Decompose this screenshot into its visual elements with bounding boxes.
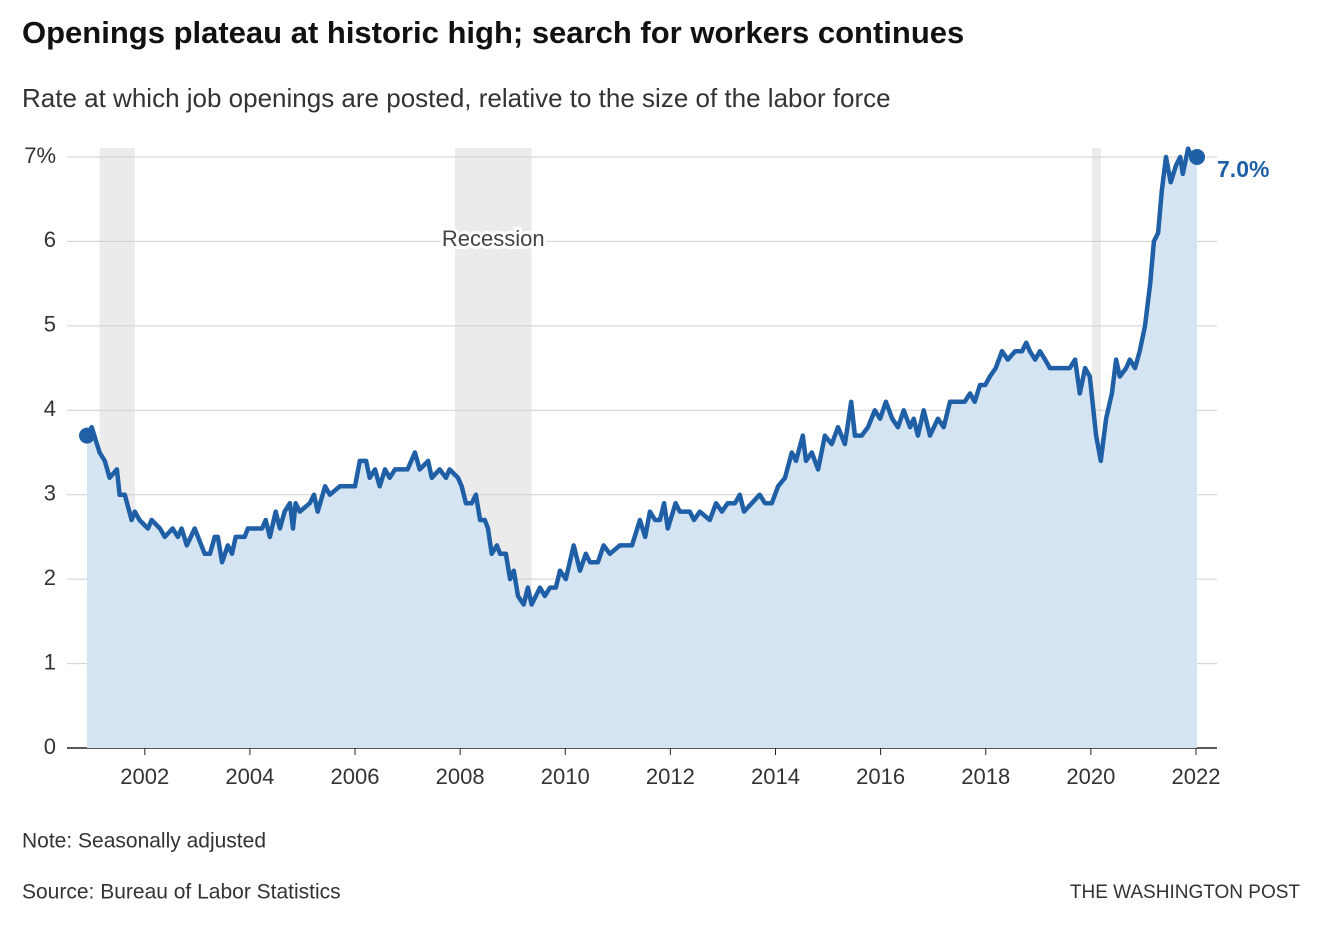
x-tick-label: 2022 xyxy=(1171,764,1220,789)
y-tick-label: 4 xyxy=(44,396,56,421)
y-tick-label: 5 xyxy=(44,312,56,337)
chart-subtitle: Rate at which job openings are posted, r… xyxy=(22,83,891,113)
x-tick-label: 2020 xyxy=(1066,764,1115,789)
y-tick-label: 7% xyxy=(24,143,56,168)
y-tick-label: 2 xyxy=(44,565,56,590)
y-tick-label: 0 xyxy=(44,734,56,759)
y-tick-label: 6 xyxy=(44,227,56,252)
end-dot xyxy=(78,427,95,444)
x-tick-label: 2002 xyxy=(120,764,169,789)
chart-title: Openings plateau at historic high; searc… xyxy=(22,15,964,50)
end-dot xyxy=(1189,149,1206,165)
area xyxy=(86,148,1198,749)
x-tick-label: 2016 xyxy=(856,764,905,789)
value-label: 7.0% xyxy=(1217,156,1269,182)
x-tick-label: 2014 xyxy=(751,764,800,789)
x-tick-label: 2006 xyxy=(331,764,380,789)
note: Note: Seasonally adjusted xyxy=(22,830,266,853)
y-tick-label: 1 xyxy=(44,649,56,674)
recession-label: Recession xyxy=(442,226,545,251)
source: Source: Bureau of Labor Statistics xyxy=(22,881,341,904)
y-tick-label: 3 xyxy=(44,481,56,506)
x-tick-label: 2012 xyxy=(646,764,695,789)
x-tick-label: 2018 xyxy=(961,764,1010,789)
line xyxy=(85,146,1197,607)
x-tick-label: 2004 xyxy=(225,764,274,789)
x-tick-label: 2008 xyxy=(436,764,485,789)
credit: THE WASHINGTON POST xyxy=(1070,882,1301,903)
x-tick-label: 2010 xyxy=(541,764,590,789)
